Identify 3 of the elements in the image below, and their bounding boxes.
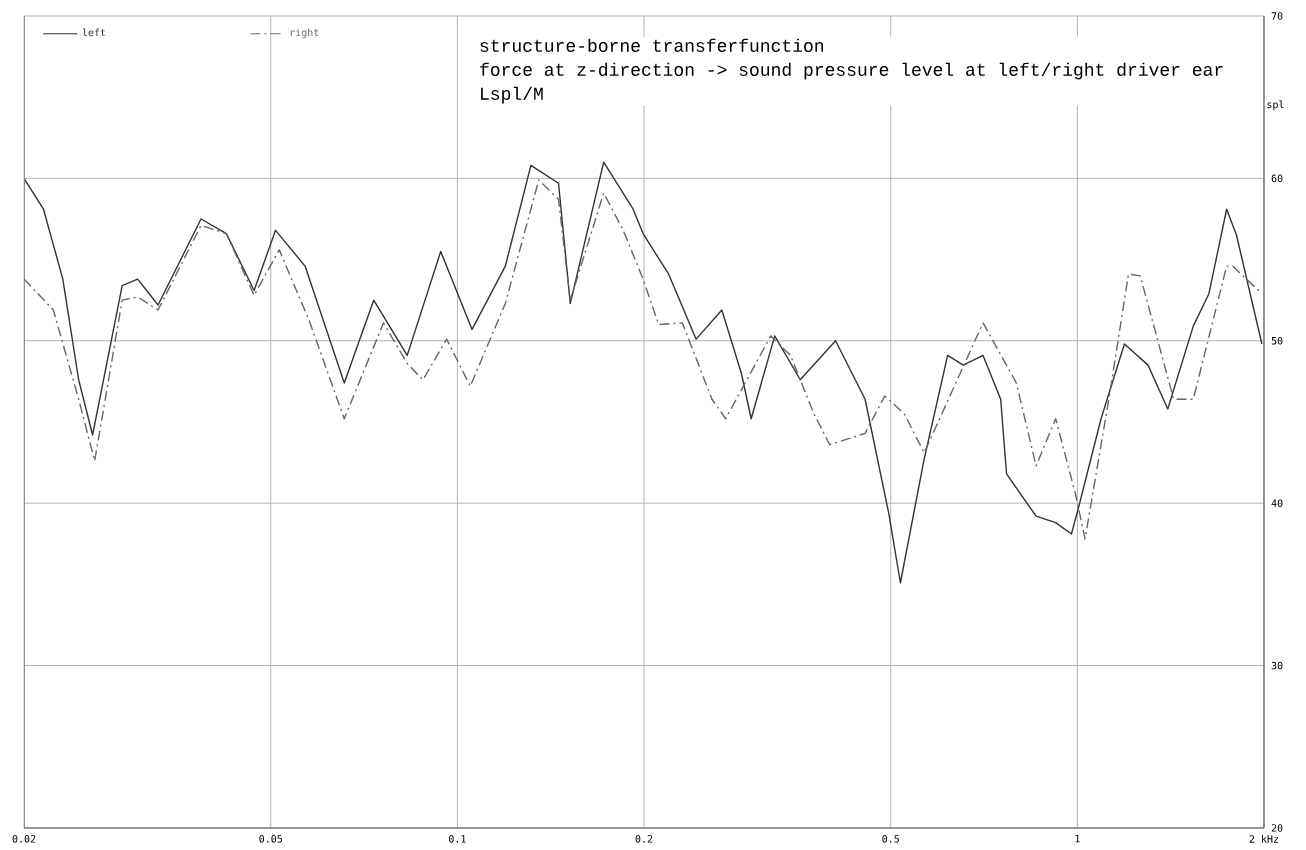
- text: structure-borne transferfunction: [480, 38, 824, 52]
- annotation: Lspl/M: [481, 86, 543, 104]
- text: force at z-direction -> sound pressure level at left/right driver ear: [480, 62, 1223, 80]
